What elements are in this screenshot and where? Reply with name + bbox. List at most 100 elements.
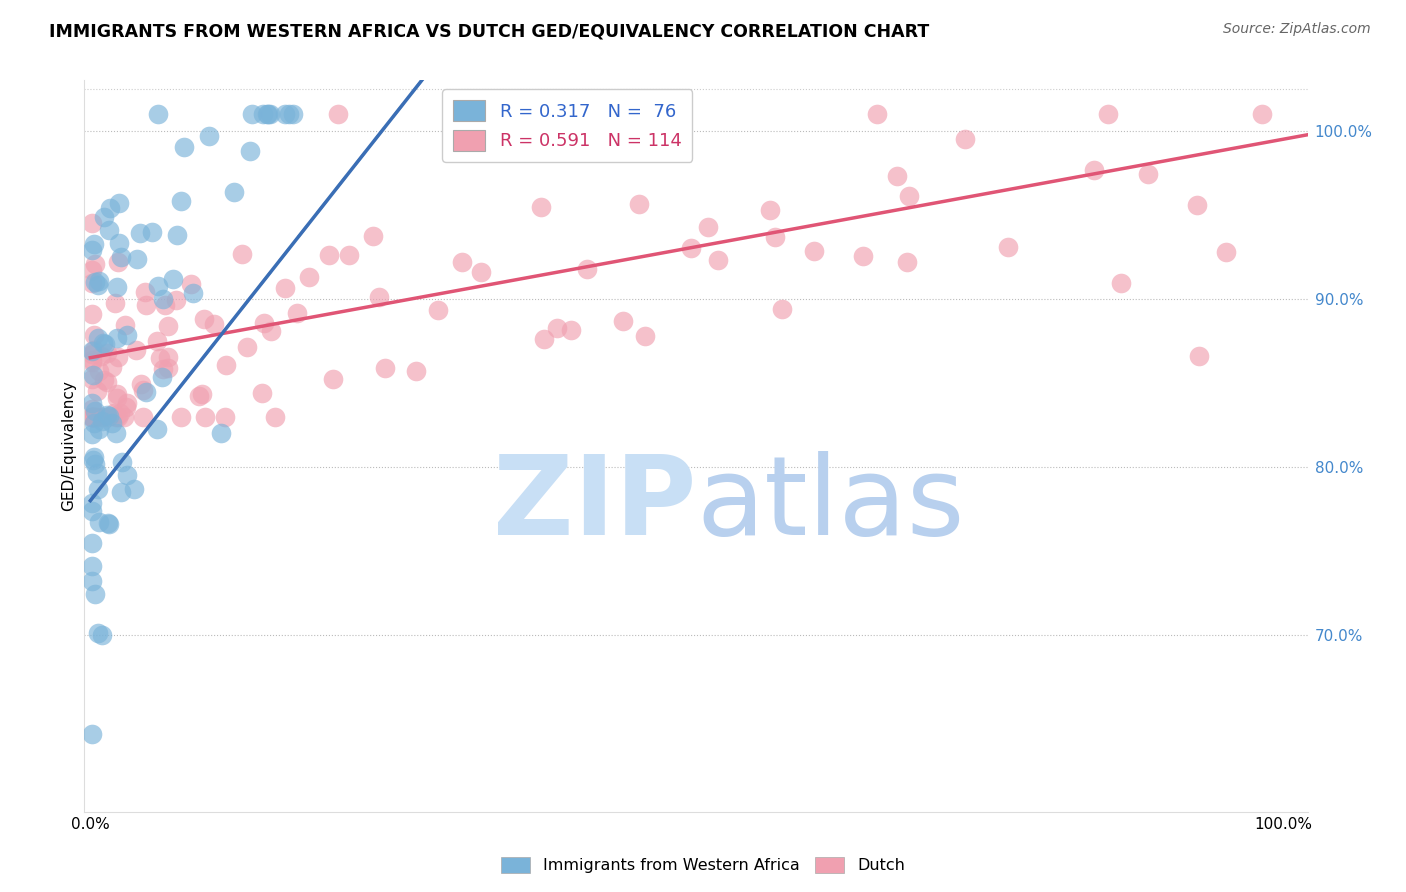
Point [97, 516, 120, 531]
Point [83, 409, 105, 424]
Point [259, 107, 281, 121]
Point [82, 402, 104, 417]
Point [82, 368, 104, 382]
Point [337, 248, 360, 262]
Point [80, 307, 103, 321]
Point [898, 189, 921, 203]
Point [98, 223, 121, 237]
Point [679, 241, 702, 255]
Point [236, 340, 259, 354]
Point [152, 370, 174, 384]
Point [96, 409, 118, 423]
Point [896, 254, 918, 268]
Point [101, 416, 124, 430]
Point [83, 417, 105, 431]
Point [80, 355, 103, 369]
Point [886, 169, 908, 183]
Point [278, 107, 301, 121]
Point [105, 280, 128, 294]
Y-axis label: GED/Equivalency: GED/Equivalency [60, 381, 76, 511]
Point [953, 132, 976, 146]
Text: atlas: atlas [696, 451, 965, 558]
Point [80, 347, 103, 361]
Point [80, 409, 103, 424]
Point [763, 230, 786, 244]
Point [87, 515, 110, 529]
Point [110, 485, 132, 500]
Text: Source: ZipAtlas.com: Source: ZipAtlas.com [1223, 22, 1371, 37]
Point [96, 409, 118, 424]
Point [83, 409, 105, 424]
Point [165, 293, 187, 308]
Point [127, 252, 149, 267]
Point [129, 377, 152, 392]
Point [374, 360, 396, 375]
Point [696, 220, 718, 235]
Point [110, 406, 132, 420]
Point [141, 225, 163, 239]
Point [80, 409, 103, 424]
Point [298, 269, 321, 284]
Point [181, 285, 204, 300]
Point [83, 404, 105, 418]
Point [273, 107, 295, 121]
Point [612, 314, 634, 328]
Point [112, 409, 135, 424]
Point [90, 349, 112, 363]
Point [194, 409, 217, 424]
Point [96, 345, 118, 359]
Point [322, 372, 344, 386]
Point [80, 504, 103, 518]
Point [115, 400, 138, 414]
Point [274, 280, 297, 294]
Point [149, 351, 172, 366]
Point [87, 331, 110, 345]
Point [80, 409, 103, 424]
Point [87, 274, 110, 288]
Point [104, 295, 127, 310]
Point [239, 144, 262, 158]
Point [108, 236, 131, 251]
Point [103, 406, 125, 420]
Point [256, 107, 278, 121]
Point [98, 516, 121, 531]
Point [135, 298, 157, 312]
Point [202, 317, 225, 331]
Text: ZIP: ZIP [492, 451, 696, 558]
Point [82, 574, 104, 588]
Point [533, 332, 555, 346]
Point [145, 422, 167, 436]
Point [627, 197, 650, 211]
Point [770, 302, 793, 317]
Point [134, 285, 156, 299]
Text: IMMIGRANTS FROM WESTERN AFRICA VS DUTCH GED/EQUIVALENCY CORRELATION CHART: IMMIGRANTS FROM WESTERN AFRICA VS DUTCH … [49, 22, 929, 40]
Point [82, 452, 104, 467]
Point [250, 385, 273, 400]
Point [260, 324, 283, 338]
Point [105, 391, 128, 405]
Point [122, 482, 145, 496]
Point [84, 257, 107, 271]
Point [427, 303, 450, 318]
Point [82, 276, 104, 290]
Point [84, 275, 107, 289]
Point [80, 409, 103, 424]
Point [87, 278, 110, 293]
Point [93, 373, 115, 387]
Point [91, 414, 114, 428]
Point [170, 194, 193, 208]
Point [997, 240, 1019, 254]
Point [91, 409, 114, 424]
Point [107, 409, 129, 424]
Point [367, 290, 389, 304]
Point [1137, 167, 1160, 181]
Point [80, 263, 103, 277]
Point [187, 389, 209, 403]
Point [155, 298, 177, 312]
Point [148, 278, 170, 293]
Point [1111, 276, 1133, 290]
Point [240, 107, 263, 121]
Point [285, 306, 308, 320]
Point [193, 311, 215, 326]
Point [157, 350, 180, 364]
